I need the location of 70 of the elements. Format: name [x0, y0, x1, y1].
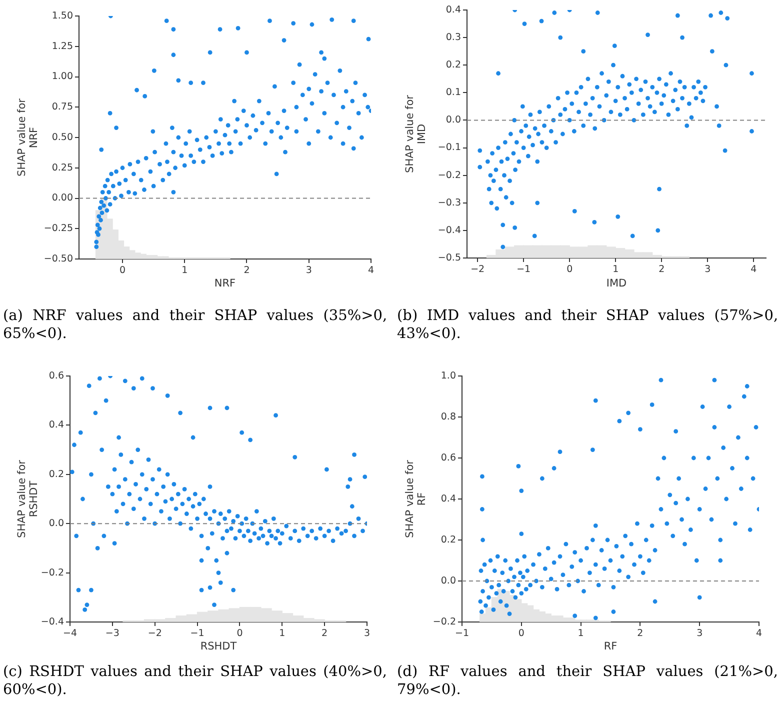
- y-tick-label: 0.2: [48, 468, 64, 480]
- x-tick-label: −1: [516, 264, 531, 276]
- y-tick-label: −0.2: [438, 170, 461, 181]
- x-axis-title: RSHDT: [200, 640, 238, 653]
- x-tick-label: 4: [756, 628, 762, 640]
- y-axis-title: SHAP value for NRF: [16, 98, 40, 176]
- x-axis-title: IMD: [606, 278, 627, 290]
- y-tick-label: −0.2: [432, 616, 456, 628]
- y-tick-label: 0.50: [52, 132, 73, 143]
- y-tick-label: 0.4: [446, 4, 461, 16]
- y-tick-label: 0.4: [48, 420, 64, 431]
- y-tick-label: −0.4: [438, 224, 461, 236]
- x-tick-label: 0: [236, 628, 243, 640]
- x-tick-label: 0: [119, 265, 126, 276]
- x-tick-label: 0: [566, 264, 573, 276]
- y-tick-label: −0.1: [438, 142, 461, 154]
- x-tick-label: 2: [637, 628, 644, 640]
- x-tick-label: 3: [364, 628, 370, 640]
- x-tick-label: 4: [368, 265, 374, 276]
- text: (c) RSHDT values and their SHAP values (40%>0, 60%<0).: [3, 664, 388, 698]
- x-tick-label: −2: [148, 628, 162, 640]
- text: (d) RF values and their SHAP values (21%>0, 79%<0).: [397, 664, 778, 698]
- y-tick-label: −0.2: [40, 567, 64, 578]
- x-tick-label: 2: [658, 264, 665, 276]
- y-tick-label: 0.0: [48, 518, 64, 530]
- x-tick-label: 3: [306, 265, 312, 276]
- y-tick-label: 1.00: [52, 71, 73, 82]
- x-tick-label: −3: [105, 628, 120, 640]
- y-tick-label: 1.50: [52, 10, 73, 22]
- y-tick-label: 0.25: [52, 162, 73, 174]
- x-axis-title: NRF: [214, 278, 236, 290]
- y-axis-title: SHAP value for RF: [404, 459, 428, 538]
- x-axis-title: RF: [604, 640, 618, 653]
- x-tick-label: 1: [578, 628, 584, 640]
- x-tick-label: 1: [279, 628, 286, 640]
- y-tick-label: 0.3: [446, 32, 461, 44]
- y-tick-label: 0.0: [446, 114, 461, 126]
- x-tick-label: −4: [62, 628, 78, 640]
- x-tick-label: 3: [696, 628, 703, 640]
- y-tick-label: 0.4: [440, 493, 456, 504]
- x-tick-label: 2: [322, 628, 328, 640]
- y-tick-label: −0.4: [40, 616, 64, 628]
- y-axis-title: SHAP value for IMD: [404, 94, 428, 173]
- x-tick-label: 4: [750, 264, 757, 276]
- x-tick-label: −1: [190, 628, 204, 640]
- y-tick-label: 0.8: [440, 411, 456, 422]
- y-tick-label: 0.0: [440, 575, 456, 586]
- x-tick-label: 0: [518, 628, 524, 640]
- y-tick-label: 0.00: [52, 192, 73, 204]
- y-tick-label: 0.75: [52, 102, 73, 113]
- y-tick-label: −0.50: [44, 253, 73, 264]
- x-tick-label: 3: [704, 264, 711, 276]
- y-tick-label: 0.1: [446, 87, 461, 98]
- y-tick-label: −0.5: [438, 252, 461, 264]
- y-axis-title: SHAP value for RSHDT: [16, 459, 40, 538]
- y-tick-label: 0.2: [440, 534, 456, 546]
- x-tick-label: −2: [470, 264, 485, 276]
- y-tick-label: 0.6: [440, 452, 456, 464]
- y-tick-label: 1.0: [440, 370, 456, 382]
- y-tick-label: −0.3: [438, 197, 461, 208]
- x-tick-label: −1: [454, 628, 470, 640]
- y-tick-label: 1.25: [52, 40, 73, 52]
- text: (a) NRF values and their SHAP values (35%>0, 65%<0).: [3, 308, 388, 342]
- y-tick-label: −0.25: [44, 223, 73, 234]
- y-tick-label: 0.6: [48, 370, 64, 382]
- text: (b) IMD values and their SHAP values (57%>0, 43%<0).: [397, 308, 778, 342]
- y-tick-label: 0.2: [446, 60, 461, 71]
- x-tick-label: 2: [244, 265, 250, 276]
- x-tick-label: 1: [612, 264, 619, 276]
- x-tick-label: 1: [182, 265, 188, 276]
